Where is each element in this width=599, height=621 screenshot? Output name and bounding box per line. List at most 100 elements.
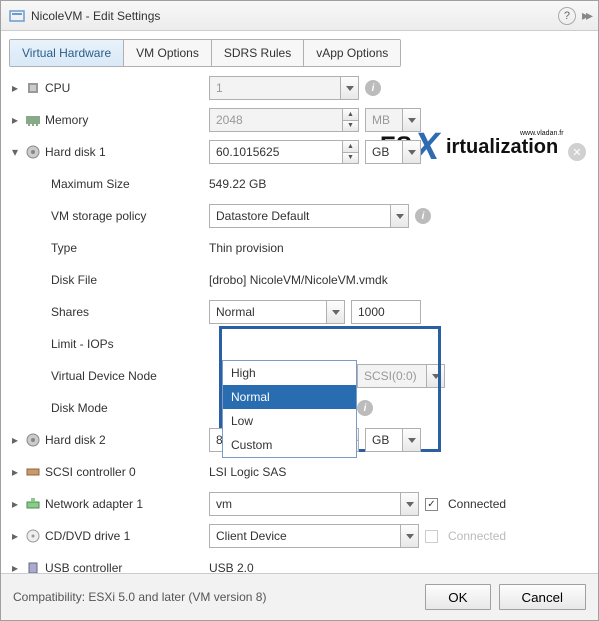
- vdn-label: Virtual Device Node: [51, 369, 157, 383]
- row-disk-type: Type Thin provision: [9, 233, 590, 263]
- vdn-select[interactable]: SCSI(0:0): [357, 364, 445, 388]
- shares-option-normal[interactable]: Normal: [223, 385, 356, 409]
- caret-icon: [390, 205, 408, 227]
- scsi-label: SCSI controller 0: [45, 465, 136, 479]
- cd-connected-label: Connected: [448, 529, 506, 543]
- row-network: ▸ Network adapter 1 vm Connected: [9, 489, 590, 519]
- ok-button[interactable]: OK: [425, 584, 490, 610]
- diskfile-label: Disk File: [51, 273, 97, 287]
- row-cd: ▸ CD/DVD drive 1 Client Device Connected: [9, 521, 590, 551]
- help-icon[interactable]: ?: [558, 7, 576, 25]
- maxsize-label: Maximum Size: [51, 177, 130, 191]
- network-icon: [25, 496, 41, 512]
- cd-icon: [25, 528, 41, 544]
- hdd2-unit: GB: [372, 433, 389, 447]
- spinner-buttons[interactable]: ▲▼: [342, 109, 358, 131]
- shares-value: Normal: [216, 305, 255, 319]
- row-storage-policy: VM storage policy Datastore Default i: [9, 201, 590, 231]
- row-cpu: ▸ CPU 1 i: [9, 73, 590, 103]
- caret-icon: [340, 77, 358, 99]
- info-icon[interactable]: i: [365, 80, 381, 96]
- compatibility-text: Compatibility: ESXi 5.0 and later (VM ve…: [13, 590, 417, 604]
- tab-sdrs-rules[interactable]: SDRS Rules: [212, 40, 304, 66]
- vdn-value: SCSI(0:0): [364, 369, 417, 383]
- hdd2-unit-select[interactable]: GB: [365, 428, 421, 452]
- cd-select[interactable]: Client Device: [209, 524, 419, 548]
- shares-option-high[interactable]: High: [223, 361, 356, 385]
- usb-label: USB controller: [45, 561, 122, 573]
- shares-option-low[interactable]: Low: [223, 409, 356, 433]
- toggle-memory[interactable]: ▸: [9, 114, 21, 126]
- storage-policy-select[interactable]: Datastore Default: [209, 204, 409, 228]
- title-bar: NicoleVM - Edit Settings ? ▸▸: [1, 1, 598, 31]
- settings-window: NicoleVM - Edit Settings ? ▸▸ Virtual Ha…: [0, 0, 599, 621]
- row-maxsize: Maximum Size 549.22 GB: [9, 169, 590, 199]
- memory-unit: MB: [372, 113, 390, 127]
- diskfile-value: [drobo] NicoleVM/NicoleVM.vmdk: [209, 273, 388, 287]
- usb-icon: [25, 560, 41, 573]
- caret-icon: [400, 493, 418, 515]
- tab-strip: Virtual Hardware VM Options SDRS Rules v…: [1, 31, 598, 67]
- memory-spinner[interactable]: 2048 ▲▼: [209, 108, 359, 132]
- row-usb: ▸ USB controller USB 2.0: [9, 553, 590, 573]
- hdd1-unit: GB: [372, 145, 389, 159]
- disk-icon: [25, 432, 41, 448]
- info-icon[interactable]: i: [357, 400, 373, 416]
- hdd1-unit-select[interactable]: GB: [365, 140, 421, 164]
- expand-icon[interactable]: ▸▸: [582, 7, 590, 24]
- tab-vm-options[interactable]: VM Options: [124, 40, 212, 66]
- cd-value: Client Device: [216, 529, 287, 543]
- hdd1-spinner[interactable]: 60.1015625 ▲▼: [209, 140, 359, 164]
- shares-option-custom[interactable]: Custom: [223, 433, 356, 457]
- toggle-hdd1[interactable]: ▾: [9, 146, 21, 158]
- row-limit-iops: Limit - IOPs: [9, 329, 590, 359]
- spinner-buttons[interactable]: ▲▼: [342, 141, 358, 163]
- remove-hdd1-button[interactable]: ✕: [568, 143, 586, 161]
- network-value: vm: [216, 497, 232, 511]
- toggle-cpu[interactable]: ▸: [9, 82, 21, 94]
- cancel-button[interactable]: Cancel: [499, 584, 587, 610]
- info-icon[interactable]: i: [415, 208, 431, 224]
- shares-select[interactable]: Normal: [209, 300, 345, 324]
- row-scsi: ▸ SCSI controller 0 LSI Logic SAS: [9, 457, 590, 487]
- caret-icon: [402, 109, 420, 131]
- scsi-icon: [25, 464, 41, 480]
- caret-icon: [400, 525, 418, 547]
- toggle-network[interactable]: ▸: [9, 498, 21, 510]
- tab-vapp-options[interactable]: vApp Options: [304, 40, 400, 66]
- diskmode-label: Disk Mode: [51, 401, 108, 415]
- hdd1-value: 60.1015625: [216, 145, 279, 159]
- toggle-cd[interactable]: ▸: [9, 530, 21, 542]
- footer: Compatibility: ESXi 5.0 and later (VM ve…: [1, 573, 598, 620]
- toggle-scsi[interactable]: ▸: [9, 466, 21, 478]
- memory-unit-select[interactable]: MB: [365, 108, 421, 132]
- disk-icon: [25, 144, 41, 160]
- cd-connected-checkbox: [425, 530, 438, 543]
- memory-value: 2048: [216, 113, 243, 127]
- hdd1-label: Hard disk 1: [45, 145, 106, 159]
- window-title: NicoleVM - Edit Settings: [31, 9, 558, 23]
- scsi-value: LSI Logic SAS: [209, 465, 286, 479]
- caret-icon: [402, 141, 420, 163]
- cpu-select[interactable]: 1: [209, 76, 359, 100]
- network-connected-checkbox[interactable]: [425, 498, 438, 511]
- cpu-value: 1: [216, 81, 223, 95]
- shares-dropdown-list: High Normal Low Custom: [222, 360, 357, 458]
- toggle-hdd2[interactable]: ▸: [9, 434, 21, 446]
- type-value: Thin provision: [209, 241, 284, 255]
- tabs: Virtual Hardware VM Options SDRS Rules v…: [9, 39, 401, 67]
- caret-icon: [402, 429, 420, 451]
- network-select[interactable]: vm: [209, 492, 419, 516]
- network-connected-label: Connected: [448, 497, 506, 511]
- row-hdd1: ▾ Hard disk 1 60.1015625 ▲▼ GB ✕: [9, 137, 590, 167]
- shares-label: Shares: [51, 305, 89, 319]
- cpu-label: CPU: [45, 81, 70, 95]
- row-shares: Shares Normal 1000: [9, 297, 590, 327]
- shares-number-input[interactable]: 1000: [351, 300, 421, 324]
- toggle-usb[interactable]: ▸: [9, 562, 21, 573]
- cpu-icon: [25, 80, 41, 96]
- memory-icon: [25, 112, 41, 128]
- tab-virtual-hardware[interactable]: Virtual Hardware: [10, 40, 124, 66]
- network-label: Network adapter 1: [45, 497, 143, 511]
- hdd2-label: Hard disk 2: [45, 433, 106, 447]
